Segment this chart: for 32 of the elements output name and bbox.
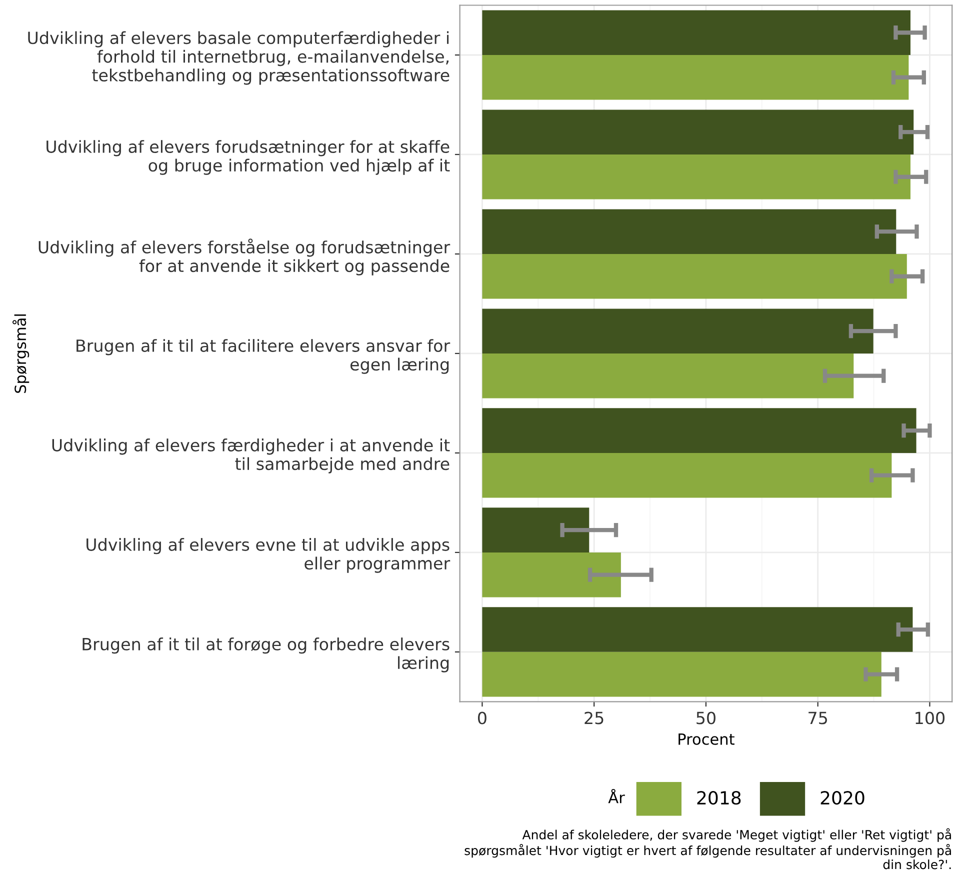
bar: [482, 552, 621, 598]
bar: [482, 508, 590, 552]
legend-title: År: [608, 788, 625, 804]
y-tick-label: Udvikling af elevers evne til at udvikle apps eller programmer: [86, 538, 450, 573]
y-tick-label: Udvikling af elevers færdigheder i at anvende it til samarbejde med andre: [52, 438, 450, 474]
legend-label: 2020: [820, 791, 864, 805]
bar: [482, 353, 854, 398]
bar: [482, 110, 914, 154]
x-tick-label: 75: [808, 712, 827, 724]
bar: [482, 607, 913, 652]
y-tick-label: Udvikling af elevers forudsætninger for at skaffe og bruge information ved hjælp af it: [46, 140, 450, 175]
x-tick-label: 50: [696, 712, 716, 724]
legend-label: 2018: [697, 791, 741, 805]
x-axis-title: Procent: [678, 734, 734, 745]
x-tick-label: 25: [584, 712, 604, 724]
text: Andel af skoleledere, der svarede 'Meget vigtigt' eller 'Ret vigtigt' på spørgsmålet 'Hvor vigtigt er hvert af følgende resultater af undervisningen på din skole?'.: [464, 828, 951, 870]
x-tick-label: 0: [478, 712, 486, 724]
x-tick-label: 100: [916, 712, 945, 724]
bar: [482, 10, 910, 55]
bar: [482, 254, 907, 299]
y-axis-title: Spørgsmål: [12, 314, 30, 393]
y-tick-label: Brugen af it til at forøge og forbedre elevers læring: [82, 638, 450, 672]
bar: [482, 308, 874, 354]
bar: [482, 154, 910, 200]
bar: [482, 452, 892, 498]
bar: [482, 55, 909, 100]
y-tick-label: Brugen af it til at facilitere elevers ansvar for egen læring: [76, 339, 450, 374]
bar: [482, 408, 916, 453]
bar: [482, 652, 882, 697]
bar: [482, 209, 896, 254]
y-tick-label: Udvikling af elevers forståelse og forudsætninger for at anvende it sikkert og passende: [38, 238, 450, 276]
y-tick-label: Udvikling af elevers basale computerfærdigheder i forhold til internetbrug, e-mailanvendelse, tekstbehandling og præsentationssoftware: [28, 31, 450, 85]
